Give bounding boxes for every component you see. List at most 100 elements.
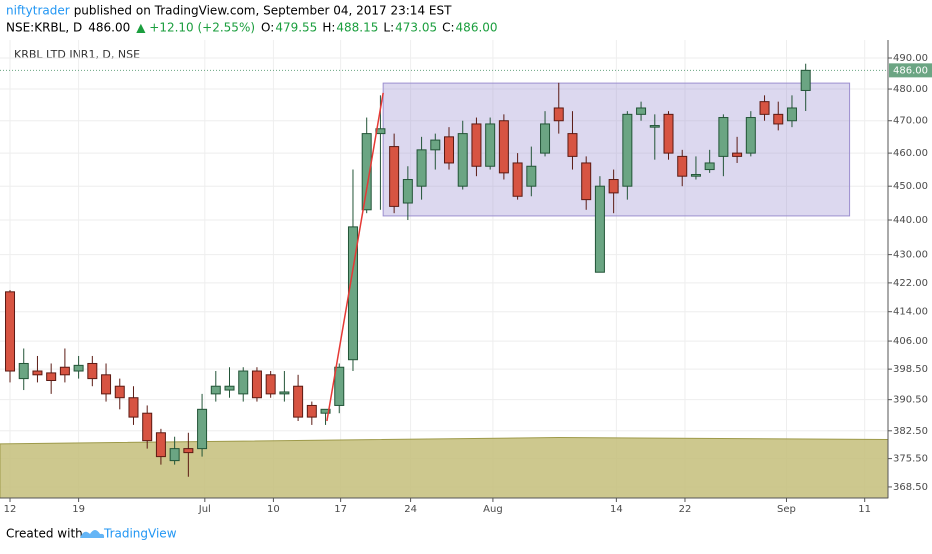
- y-tick-label: 440.00: [893, 215, 928, 226]
- y-tick-label: 398.50: [893, 364, 928, 375]
- candle-body: [279, 391, 290, 395]
- candle-body: [567, 133, 578, 157]
- candle-body: [553, 107, 564, 122]
- candle-body: [526, 165, 537, 187]
- candle-body: [540, 123, 551, 154]
- candle-body: [306, 404, 317, 418]
- candle-body: [169, 448, 180, 462]
- candle-body: [608, 179, 619, 194]
- y-tick-label: 375.50: [893, 454, 928, 465]
- ohlc-label: L:: [383, 21, 394, 35]
- candle-body: [581, 162, 592, 201]
- candle-body: [238, 370, 249, 395]
- candle-body: [46, 372, 57, 382]
- candle-body: [759, 101, 770, 115]
- candle-body: [471, 123, 482, 167]
- candle-body: [59, 366, 70, 376]
- y-tick-label: 414.00: [893, 307, 928, 318]
- candle-body: [389, 146, 400, 207]
- ohlc-label: O:: [261, 21, 274, 35]
- candle-body: [155, 432, 166, 458]
- x-tick-label: 19: [72, 504, 85, 515]
- candle-body: [416, 149, 427, 187]
- last-price-tag: [889, 63, 932, 78]
- candle-body: [663, 113, 674, 154]
- y-tick-label: 368.50: [893, 482, 928, 493]
- candle-body: [786, 107, 797, 122]
- candle-body: [745, 117, 756, 154]
- candle-body: [498, 120, 509, 174]
- trendline: [326, 92, 384, 422]
- candle-body: [402, 179, 413, 204]
- footer-brand[interactable]: TradingView: [103, 527, 177, 541]
- symbol-line: NSE:KRBL, D 486.00 ▲ +12.10 (+2.55%) O: 4…: [6, 21, 498, 35]
- legend: KRBL LTD INR1, D, NSE: [14, 48, 140, 61]
- x-tick-label: Jul: [198, 504, 211, 515]
- candle-body: [622, 113, 633, 187]
- candle-body: [718, 117, 729, 157]
- candle-body: [183, 448, 194, 454]
- x-tick-label: 22: [679, 504, 692, 515]
- candle-body: [87, 362, 98, 380]
- y-tick-label: 480.00: [893, 84, 928, 95]
- plot: [0, 40, 889, 499]
- candle-body: [210, 385, 221, 395]
- candle-body: [73, 364, 84, 372]
- candle-body: [320, 408, 331, 414]
- candle-body: [334, 366, 345, 406]
- candle-body: [485, 123, 496, 167]
- candle-body: [704, 162, 715, 171]
- candle-body: [114, 385, 125, 399]
- y-tick-label: 382.50: [893, 426, 928, 437]
- candle-body: [732, 152, 743, 157]
- candle-body: [649, 125, 660, 128]
- candle-body: [444, 136, 455, 164]
- ohlc-value: 488.15: [336, 21, 378, 35]
- candle-body: [128, 397, 139, 418]
- candle-body: [265, 374, 276, 395]
- x-tick-label: 10: [267, 504, 280, 515]
- candle-body: [594, 185, 605, 273]
- last-price: 486.00: [88, 21, 130, 35]
- y-tick-label: 430.00: [893, 250, 928, 261]
- logo-cloud: [80, 530, 105, 538]
- y-tick-label: 470.00: [893, 116, 928, 127]
- x-tick-label: Aug: [483, 504, 503, 515]
- footer-created: Created with: [6, 527, 83, 541]
- candle-body: [457, 133, 468, 187]
- x-tick-label: 14: [610, 504, 623, 515]
- candle-body: [224, 385, 235, 391]
- candle-body: [773, 113, 784, 125]
- candle-body: [430, 139, 441, 151]
- x-tick-label: 12: [4, 504, 17, 515]
- candle-body: [677, 155, 688, 177]
- candle-body: [690, 174, 701, 177]
- candle-body: [636, 107, 647, 115]
- y-tick-label: 460.00: [893, 148, 928, 159]
- x-tick-label: 24: [404, 504, 417, 515]
- change: ▲ +12.10 (+2.55%): [136, 21, 255, 35]
- x-tick-label: 17: [334, 504, 347, 515]
- ohlc-value: 479.55: [275, 21, 317, 35]
- logo: [80, 530, 105, 538]
- symbol: NSE:KRBL, D: [6, 21, 82, 35]
- author[interactable]: niftytrader: [6, 4, 70, 18]
- candle-body: [251, 370, 262, 399]
- candle-body: [5, 291, 16, 372]
- candle-body: [800, 69, 811, 91]
- y-tick-label: 490.00: [893, 53, 928, 64]
- x-tick-label: Sep: [777, 504, 796, 515]
- candle-body: [197, 408, 208, 450]
- candle-body: [18, 362, 29, 380]
- ohlc-label: H:: [322, 21, 335, 35]
- candle-body: [293, 385, 304, 418]
- y-tick-label: 450.00: [893, 181, 928, 192]
- candle-body: [101, 374, 112, 395]
- candle-body: [361, 133, 372, 211]
- candle-body: [32, 370, 43, 376]
- y-tick-label: 422.00: [893, 278, 928, 289]
- candle-body: [142, 412, 153, 442]
- band-area: [0, 437, 889, 499]
- ohlc-value: 486.00: [456, 21, 498, 35]
